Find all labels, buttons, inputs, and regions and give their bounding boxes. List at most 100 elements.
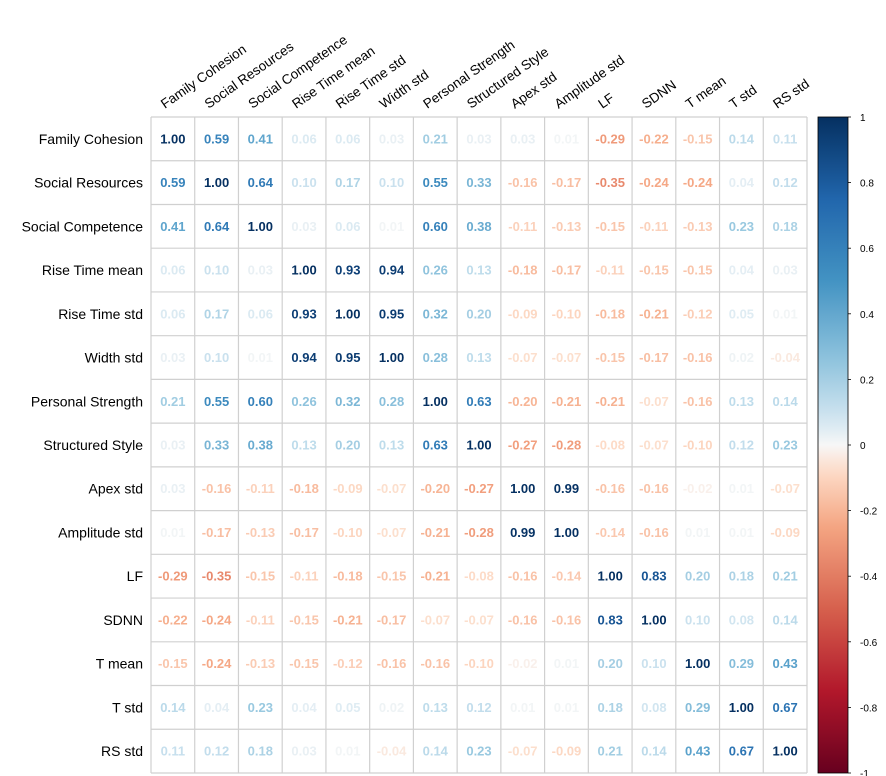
heatmap-cell: [632, 204, 676, 249]
heatmap-cell: [588, 685, 633, 730]
cell-value: -0.16: [683, 394, 713, 409]
cell-value: -0.11: [639, 219, 668, 234]
heatmap-cell: [632, 248, 676, 292]
heatmap-cell: [500, 160, 545, 205]
heatmap-cell: [588, 248, 633, 292]
cell-value: -0.15: [289, 656, 319, 671]
cell-value: 0.26: [423, 263, 448, 278]
cell-value: -0.24: [202, 656, 232, 671]
heatmap-cell: [369, 379, 414, 424]
cell-value: 0.06: [291, 131, 316, 146]
cell-value: -0.28: [464, 525, 494, 540]
heatmap-cell: [238, 510, 283, 555]
heatmap-cell: [369, 204, 414, 249]
heatmap-cell: [500, 554, 545, 599]
heatmap-cell: [500, 466, 545, 511]
cell-value: -0.10: [552, 306, 582, 321]
cell-value: -0.07: [770, 481, 800, 496]
heatmap-cell: [369, 117, 414, 161]
heatmap-cell: [369, 510, 414, 555]
cell-value: -0.16: [508, 612, 538, 627]
heatmap-cell: [194, 291, 239, 336]
row-label: SDNN: [103, 612, 143, 628]
row-label: T mean: [96, 656, 143, 672]
cell-value: -0.15: [595, 350, 625, 365]
cell-value: -0.16: [202, 481, 232, 496]
cell-value: 0.04: [729, 175, 755, 190]
heatmap-cell: [763, 554, 807, 599]
heatmap-cell: [763, 598, 807, 642]
colorbar-tick-label: 1: [860, 113, 866, 124]
heatmap-cell: [325, 248, 370, 292]
heatmap-cell: [632, 641, 676, 686]
cell-value: -0.28: [552, 438, 582, 453]
heatmap-cell: [544, 117, 589, 161]
heatmap-cell: [500, 379, 545, 424]
heatmap-cell: [588, 729, 633, 773]
cell-value: -0.11: [246, 481, 275, 496]
heatmap-cell: [544, 641, 589, 686]
heatmap-cell: [325, 641, 370, 686]
heatmap-cell: [369, 466, 414, 511]
heatmap-cell: [151, 379, 195, 424]
cell-value: 0.08: [641, 700, 666, 715]
heatmap-cell: [194, 117, 239, 161]
cell-value: -0.16: [552, 612, 582, 627]
heatmap-cell: [588, 335, 633, 380]
cell-value: 0.18: [598, 700, 623, 715]
row-label: Social Competence: [22, 218, 144, 234]
heatmap-cell: [719, 510, 764, 555]
heatmap-cell: [194, 685, 239, 730]
heatmap-cell: [151, 598, 195, 642]
cell-value: -0.09: [770, 525, 800, 540]
cell-value: 0.03: [510, 131, 535, 146]
heatmap-cell: [457, 291, 501, 336]
heatmap-cell: [325, 554, 370, 599]
heatmap-cell: [675, 379, 720, 424]
heatmap-cell: [719, 291, 764, 336]
cell-value: -0.02: [508, 656, 538, 671]
row-label: Width std: [85, 350, 143, 366]
cell-value: 0.08: [729, 612, 754, 627]
cell-value: -0.22: [639, 131, 669, 146]
cell-value: 0.83: [641, 569, 666, 584]
cell-value: 0.55: [204, 394, 229, 409]
heatmap-cell: [719, 641, 764, 686]
heatmap-cell: [457, 248, 501, 292]
cell-value: 1.00: [772, 744, 797, 759]
heatmap-cell: [544, 510, 589, 555]
heatmap-cell: [413, 685, 458, 730]
row-label: Structured Style: [43, 437, 143, 453]
cell-value: 0.12: [772, 175, 797, 190]
heatmap-cell: [151, 160, 195, 205]
cell-value: 0.12: [466, 700, 491, 715]
heatmap-cell: [457, 160, 501, 205]
heatmap-cell: [457, 729, 501, 773]
cell-value: 0.02: [729, 350, 754, 365]
cell-value: 0.33: [466, 175, 491, 190]
heatmap-cell: [719, 685, 764, 730]
cell-value: 1.00: [160, 131, 185, 146]
cell-value: 0.21: [160, 394, 185, 409]
cell-value: -0.12: [333, 656, 363, 671]
row-label: Rise Time std: [58, 306, 143, 322]
heatmap-cell: [588, 160, 633, 205]
cell-value: -0.16: [639, 525, 669, 540]
heatmap-cell: [238, 204, 283, 249]
heatmap-cell: [675, 685, 720, 730]
cell-value: 0.03: [160, 438, 185, 453]
cell-value: -0.11: [508, 219, 537, 234]
cell-value: -0.07: [639, 438, 669, 453]
heatmap-cell: [632, 160, 676, 205]
cell-value: 0.93: [291, 306, 316, 321]
colorbar-tick-label: 0.8: [860, 179, 874, 190]
heatmap-cell: [151, 117, 195, 161]
heatmap-cell: [544, 598, 589, 642]
cell-value: -0.18: [333, 569, 363, 584]
cell-value: -0.11: [246, 612, 275, 627]
cell-value: 0.23: [466, 744, 491, 759]
heatmap-cell: [763, 204, 807, 249]
heatmap-cell: [194, 729, 239, 773]
cell-value: -0.24: [202, 612, 232, 627]
